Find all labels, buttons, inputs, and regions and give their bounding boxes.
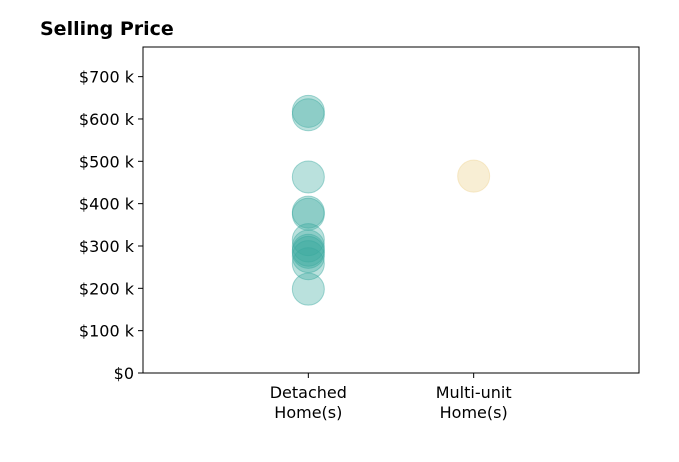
x-tick-label: Multi-unit Home(s): [436, 383, 512, 422]
data-points: [291, 94, 491, 306]
y-tick-label: $200 k: [79, 279, 135, 298]
data-point: [291, 229, 325, 263]
data-point: [291, 197, 325, 231]
data-point: [291, 233, 325, 267]
data-point: [291, 223, 325, 257]
y-tick-label: $300 k: [79, 237, 135, 256]
data-point: [291, 247, 325, 281]
x-tick-label: Detached Home(s): [270, 383, 347, 422]
y-axis: $0 $100 k $200 k $300 k $400 k $500 k $600 k $7…: [79, 68, 143, 383]
data-point: [291, 98, 325, 132]
y-tick-label: $100 k: [79, 322, 135, 341]
plot-area-frame: [142, 46, 640, 374]
y-tick-label: $500 k: [79, 152, 135, 171]
y-tick-label: $600 k: [79, 110, 135, 129]
y-tick-label: $400 k: [79, 195, 135, 214]
data-point: [291, 240, 325, 274]
y-tick-label: $700 k: [79, 68, 135, 87]
y-tick-label: $0: [114, 364, 134, 383]
x-axis: Detached Home(s) Multi-unit Home(s): [270, 373, 512, 422]
data-point: [291, 94, 325, 128]
data-point: [457, 159, 491, 193]
data-point: [291, 195, 325, 229]
chart-title: Selling Price: [40, 18, 174, 40]
data-point: [291, 272, 325, 306]
data-point: [291, 235, 325, 269]
data-point: [291, 160, 325, 194]
